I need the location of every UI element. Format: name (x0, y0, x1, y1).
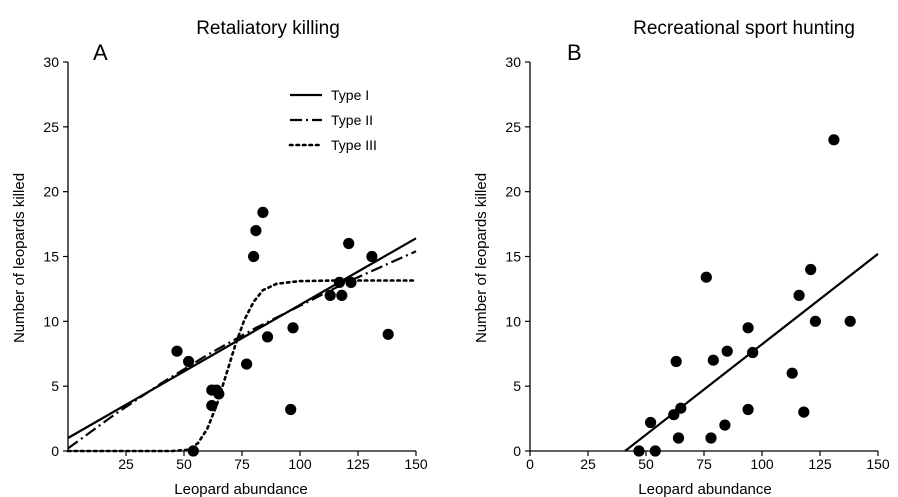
x-tick-label-b: 150 (866, 456, 890, 472)
y-tick-label-b: 20 (505, 184, 521, 200)
data-point (324, 289, 336, 301)
y-tick-label-a: 20 (43, 184, 59, 200)
fit-lines-a (66, 237, 418, 453)
data-point (742, 403, 754, 416)
x-tick-label-a: 150 (404, 456, 428, 472)
data-point (700, 271, 712, 283)
data-point (805, 263, 817, 276)
data-point (633, 445, 645, 457)
x-tick-label-a: 100 (288, 456, 312, 472)
data-point (672, 432, 685, 444)
data-point (721, 345, 733, 357)
y-tick-label-b: 15 (505, 249, 521, 265)
legend-a: Type I Type II Type III (288, 87, 377, 153)
data-point (809, 315, 822, 327)
data-point (675, 402, 687, 414)
y-tick-label-b: 0 (513, 443, 521, 459)
data-point (707, 354, 719, 366)
y-tick-label-b: 10 (505, 313, 521, 329)
x-tick-label-b: 125 (808, 456, 832, 472)
data-point (793, 289, 805, 301)
data-point (333, 276, 345, 288)
legend-label-type-i: Type I (331, 87, 369, 103)
y-tick-label-a: 25 (43, 119, 59, 135)
y-tick-label-a: 15 (43, 249, 59, 265)
x-tick-label-b: 25 (580, 456, 596, 472)
chart-title-b: Recreational sport hunting (633, 18, 855, 39)
data-point (183, 355, 195, 368)
x-axis-label-b: Leopard abundance (638, 481, 771, 497)
data-point (382, 328, 394, 340)
x-tick-label-a: 25 (118, 456, 134, 472)
data-points-a (171, 206, 394, 457)
data-point (241, 358, 253, 370)
y-tick-label-a: 5 (51, 378, 59, 394)
x-tick-label-b: 50 (638, 456, 654, 472)
x-tick-label-b: 75 (696, 456, 712, 472)
y-axis-label-b: Number of leopards killed (473, 173, 490, 343)
data-point (844, 315, 856, 327)
y-tick-label-a: 10 (43, 313, 59, 329)
data-point (187, 445, 199, 457)
y-tick-label-a: 30 (43, 54, 59, 70)
data-point (213, 388, 225, 400)
axes-a: 25 50 75 100 125 150 0 5 10 15 20 25 30 (43, 54, 427, 472)
data-point (747, 346, 759, 359)
axes-b: 0 25 50 75 100 125 150 0 5 10 15 20 25 30 (505, 54, 889, 472)
data-point (366, 250, 378, 263)
y-tick-label-b: 30 (505, 54, 521, 70)
data-point (171, 345, 183, 357)
data-point (248, 250, 260, 263)
data-point (670, 355, 682, 368)
legend-label-type-ii: Type II (331, 112, 373, 128)
chart-title-a: Retaliatory killing (196, 18, 340, 39)
data-point (336, 289, 348, 301)
data-point (649, 445, 661, 457)
panel-letter-a: A (93, 40, 108, 65)
data-point (287, 322, 299, 334)
x-tick-label-a: 125 (346, 456, 370, 472)
data-point (742, 322, 754, 334)
x-tick-label-b: 0 (526, 456, 534, 472)
x-tick-label-a: 75 (234, 456, 250, 472)
y-tick-label-b: 25 (505, 119, 521, 135)
data-point (257, 206, 269, 218)
data-point (719, 419, 731, 431)
panel-a-retaliatory-killing: Retaliatory killing A Leopard abundance … (11, 18, 428, 497)
fit-line-type-i (67, 237, 417, 439)
data-point (206, 400, 218, 412)
data-point (345, 276, 357, 288)
panel-b-recreational-sport-hunting: Recreational sport hunting B Leopard abu… (473, 18, 890, 497)
x-tick-label-b: 100 (750, 456, 774, 472)
data-point (250, 225, 262, 237)
data-point (285, 403, 297, 416)
data-point (786, 367, 798, 379)
data-point (705, 432, 717, 444)
data-point (828, 134, 840, 146)
y-axis-label-a: Number of leopards killed (11, 173, 28, 343)
y-tick-label-b: 5 (513, 378, 521, 394)
x-axis-label-a: Leopard abundance (174, 481, 307, 497)
y-tick-label-a: 0 (51, 443, 59, 459)
panel-letter-b: B (567, 40, 582, 65)
data-point (261, 331, 274, 343)
x-tick-label-a: 50 (176, 456, 192, 472)
data-points-b (633, 134, 856, 457)
data-point (343, 237, 355, 250)
data-point (798, 406, 810, 418)
data-point (645, 416, 657, 429)
legend-label-type-iii: Type III (331, 137, 377, 153)
